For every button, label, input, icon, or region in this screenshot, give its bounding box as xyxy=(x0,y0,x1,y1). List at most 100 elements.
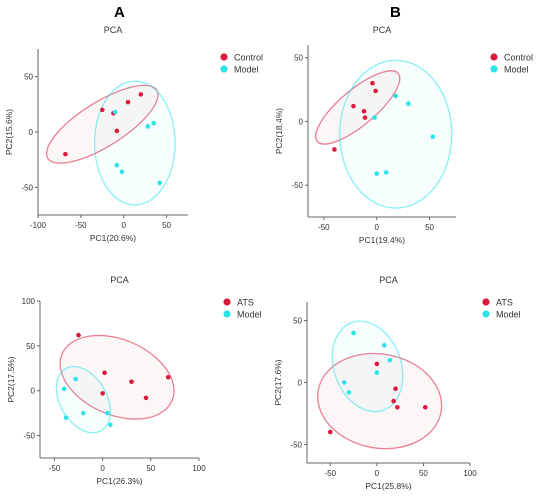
legend-marker-model xyxy=(482,310,490,318)
data-point-model xyxy=(73,376,78,382)
data-point-ats xyxy=(327,429,333,435)
data-point-model xyxy=(61,386,67,392)
data-point-model xyxy=(112,109,118,115)
legend-marker-model xyxy=(223,310,231,318)
x-axis-label: PC1(25.8%) xyxy=(365,481,411,491)
data-point-model xyxy=(63,415,69,420)
chart-title: PCA xyxy=(104,25,123,35)
data-point-control xyxy=(351,103,356,109)
data-point-control xyxy=(99,107,105,113)
chart-title: PCA xyxy=(379,275,398,285)
data-point-ats xyxy=(374,361,380,367)
pca-panel-1: PCA -100 -50 0 50 -50 0 50 PC1(20.6%) PC2(15.6%) C… xyxy=(4,25,263,243)
x-tick-label: 100 xyxy=(463,469,477,478)
legend-marker-model xyxy=(220,65,228,73)
data-point-ats xyxy=(129,379,134,385)
y-tick-label: 50 xyxy=(293,317,302,326)
data-point-model xyxy=(108,422,113,428)
pca-panel-3: PCA -50 0 50 100 -50 0 50 100 PC1(26.3%) PC2(17.5%… xyxy=(6,275,262,486)
data-point-model xyxy=(383,170,389,175)
y-tick-label: -50 xyxy=(23,432,35,441)
confidence-ellipse-model xyxy=(55,366,111,434)
legend-label-model: Model xyxy=(496,310,521,320)
data-point-control xyxy=(63,151,68,157)
data-point-model xyxy=(382,343,387,348)
x-tick-label: 0 xyxy=(100,464,105,473)
confidence-ellipse-model xyxy=(339,59,453,209)
data-point-model xyxy=(105,410,110,416)
x-tick-label: -50 xyxy=(318,223,330,232)
legend-label-model: Model xyxy=(237,310,262,320)
x-tick-label: -50 xyxy=(325,469,337,478)
y-tick-label: -50 xyxy=(21,183,33,192)
data-point-model xyxy=(430,134,436,140)
data-point-model xyxy=(81,410,86,416)
data-point-ats xyxy=(102,370,107,376)
x-tick-label: 50 xyxy=(419,469,428,478)
y-tick-label: 50 xyxy=(24,73,33,82)
data-point-ats xyxy=(76,332,81,338)
legend-label-control: Control xyxy=(234,53,263,63)
data-point-model xyxy=(151,120,157,126)
x-axis-label: PC1(20.6%) xyxy=(90,233,136,243)
y-tick-label: -50 xyxy=(291,181,303,190)
y-tick-label: 50 xyxy=(26,342,35,351)
y-tick-label: -50 xyxy=(290,440,302,449)
data-point-model xyxy=(393,93,399,99)
data-point-model xyxy=(351,330,356,336)
pca-panel-2: PCA -50 0 50 -50 0 50 PC1(19.4%) PC2(18.4%) Contr… xyxy=(274,25,533,245)
y-axis-label: PC2(17.6%) xyxy=(273,359,283,405)
y-tick-label: 0 xyxy=(31,387,36,396)
panel-letter-b: B xyxy=(390,4,401,21)
data-point-model xyxy=(157,180,163,186)
y-axis-label: PC2(18.4%) xyxy=(274,108,284,154)
data-point-ats xyxy=(422,404,428,410)
y-tick-label: 0 xyxy=(29,128,34,137)
x-tick-label: -50 xyxy=(49,464,61,473)
data-point-ats xyxy=(393,386,398,391)
x-axis-label: PC1(26.3%) xyxy=(96,476,142,486)
data-point-model xyxy=(341,380,347,385)
x-tick-label: 0 xyxy=(121,221,126,230)
legend-marker-ats xyxy=(223,298,231,306)
chart-title: PCA xyxy=(110,275,129,285)
chart-title: PCA xyxy=(373,25,392,35)
legend-label-control: Control xyxy=(504,53,533,63)
x-tick-label: -50 xyxy=(75,221,87,230)
x-axis-label: PC1(19.4%) xyxy=(359,235,405,245)
y-axis-label: PC2(17.5%) xyxy=(6,356,16,402)
data-point-ats xyxy=(391,398,396,404)
data-point-model xyxy=(145,124,151,129)
data-point-model xyxy=(372,115,377,120)
x-tick-label: -100 xyxy=(30,221,47,230)
data-point-model xyxy=(374,370,380,375)
y-tick-label: 0 xyxy=(298,379,303,388)
data-point-model xyxy=(119,169,125,175)
x-tick-label: 50 xyxy=(425,223,434,232)
data-point-control xyxy=(125,99,131,105)
data-point-ats xyxy=(395,404,400,410)
confidence-ellipse-model xyxy=(93,80,176,206)
data-point-model xyxy=(346,390,352,395)
data-point-ats xyxy=(165,374,171,380)
data-point-model xyxy=(406,101,411,106)
y-tick-label: 100 xyxy=(22,297,36,306)
legend-marker-control xyxy=(490,53,498,61)
data-point-ats xyxy=(100,391,105,396)
data-point-control xyxy=(138,92,144,97)
data-point-control xyxy=(373,88,378,94)
data-point-model xyxy=(114,162,120,168)
legend-label-model: Model xyxy=(234,65,259,75)
x-tick-label: 50 xyxy=(162,221,171,230)
data-point-control xyxy=(114,128,120,134)
panel-letter-a: A xyxy=(114,4,125,21)
data-point-model xyxy=(387,357,393,363)
y-tick-label: 0 xyxy=(299,117,304,126)
confidence-ellipse-control xyxy=(314,70,401,145)
x-tick-label: 0 xyxy=(375,469,380,478)
x-tick-label: 0 xyxy=(374,223,379,232)
data-point-control xyxy=(361,108,367,114)
data-point-ats xyxy=(143,395,149,401)
legend-label-ats: ATS xyxy=(237,298,254,308)
